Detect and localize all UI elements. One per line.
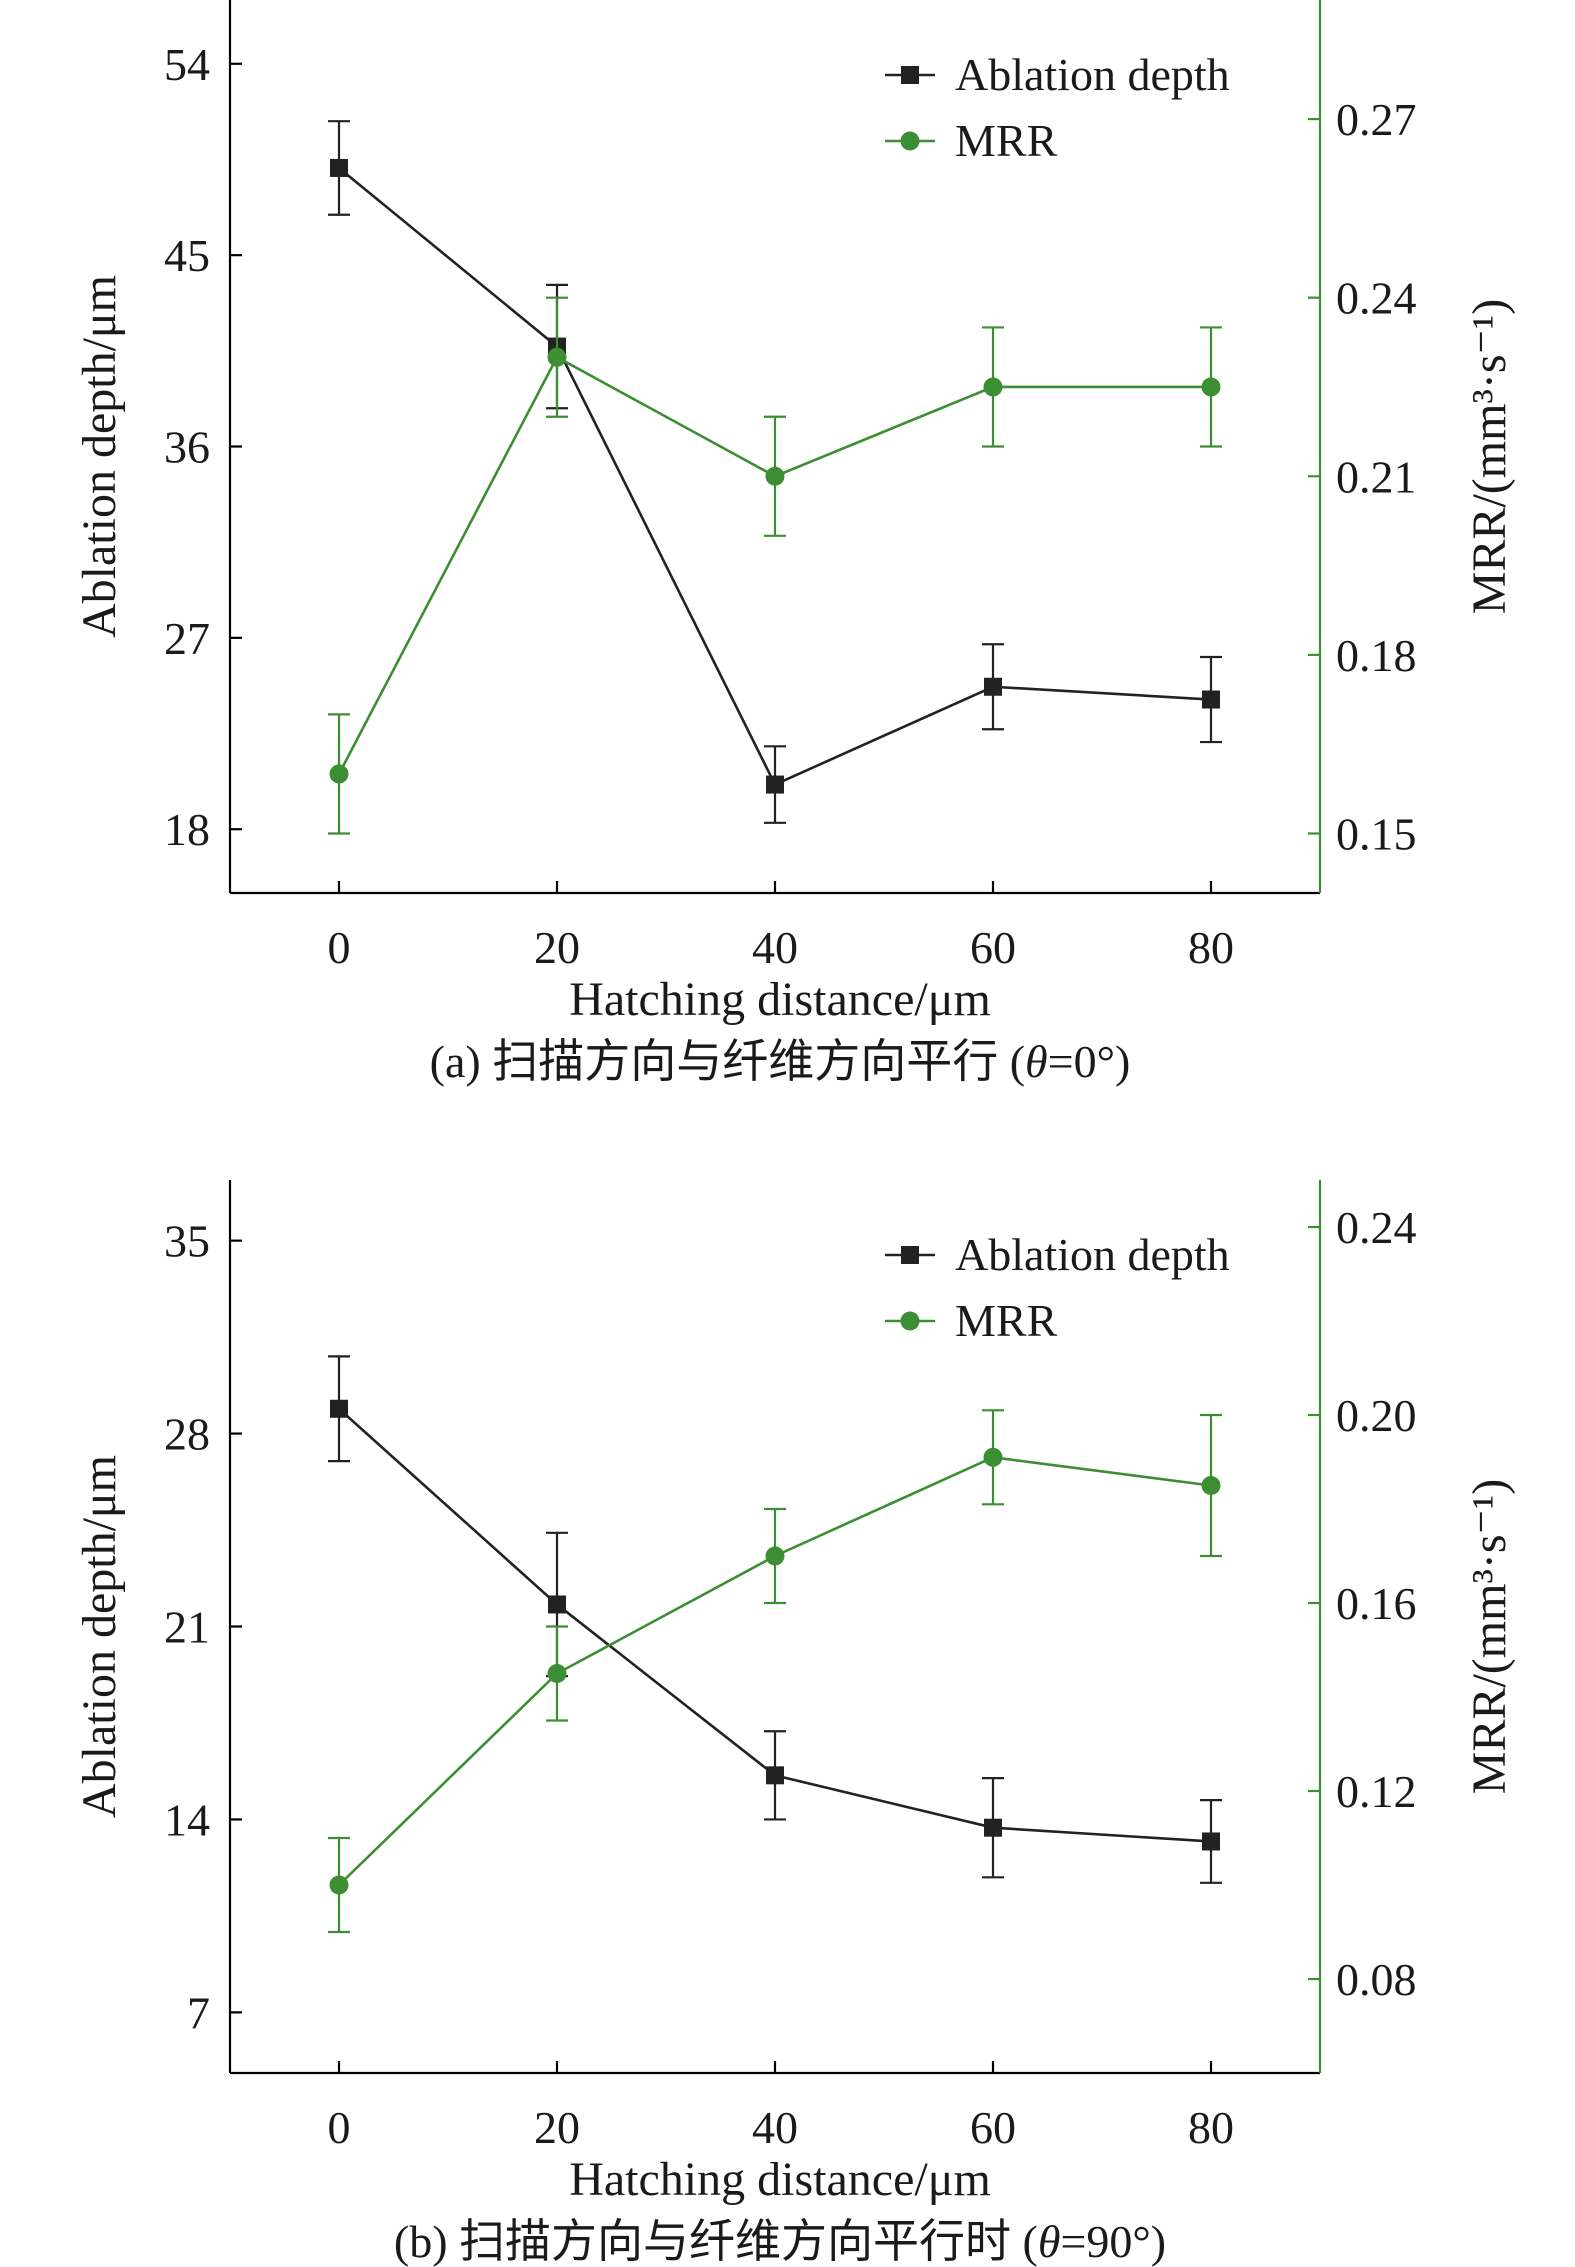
- legend-mrr-marker: [900, 131, 920, 151]
- caption-suffix: =0°): [1048, 1036, 1131, 1087]
- left-y-axis-title: Ablation depth/μm: [73, 1455, 126, 1818]
- left-y-tick-label: 45: [164, 230, 210, 281]
- right-y-tick-label: 0.27: [1336, 94, 1417, 145]
- left-y-tick-label: 7: [187, 1987, 210, 2038]
- ablation-depth-point: [330, 158, 348, 177]
- legend-mrr-label: MRR: [955, 115, 1058, 166]
- ablation-depth-point: [766, 1766, 784, 1785]
- ablation-depth-point: [330, 1399, 348, 1418]
- caption-prefix: (a) 扫描方向与纤维方向平行 (: [430, 1036, 1025, 1087]
- left-y-tick-label: 54: [164, 39, 210, 90]
- chart-panel-a: 0 20 40 60 80 Hatching distance/μm 18 27 36 45 54 0…: [73, 0, 1516, 1087]
- figure-caption: (b) 扫描方向与纤维方向平行时 (θ=90°): [394, 2216, 1166, 2267]
- ablation-depth-point: [1202, 690, 1220, 709]
- mrr-point: [765, 466, 785, 486]
- x-axis-title: Hatching distance/μm: [569, 973, 991, 1026]
- x-tick-label: 0: [328, 922, 351, 973]
- right-y-tick-label: 0.24: [1336, 1202, 1417, 1253]
- mrr-point: [983, 377, 1003, 397]
- caption-theta-symbol: θ: [1025, 1036, 1048, 1087]
- right-y-tick-label: 0.20: [1336, 1390, 1417, 1441]
- ablation-depth-point: [984, 1818, 1002, 1837]
- ablation-depth-point: [984, 677, 1002, 696]
- legend-ablation-depth-label: Ablation depth: [955, 1229, 1230, 1280]
- x-tick-label: 40: [752, 2102, 798, 2153]
- left-y-tick-label: 35: [164, 1216, 210, 1267]
- mrr-point: [547, 1664, 567, 1683]
- left-y-tick-label: 21: [164, 1602, 210, 1653]
- left-y-axis-title: Ablation depth/μm: [73, 275, 126, 638]
- caption-suffix: =90°): [1060, 2216, 1166, 2267]
- x-tick-label: 60: [970, 2102, 1016, 2153]
- right-y-axis-title: MRR/(mm³·s⁻¹): [1463, 299, 1516, 614]
- figure-caption: (a) 扫描方向与纤维方向平行 (θ=0°): [430, 1036, 1131, 1087]
- x-tick-label: 80: [1188, 2102, 1234, 2153]
- legend: Ablation depth MRR: [885, 49, 1230, 166]
- x-tick-label: 80: [1188, 922, 1234, 973]
- x-tick-label: 40: [752, 922, 798, 973]
- left-y-tick-label: 14: [164, 1794, 210, 1845]
- x-tick-label: 20: [534, 922, 580, 973]
- legend-mrr-label: MRR: [955, 1295, 1058, 1346]
- mrr-point: [983, 1447, 1003, 1467]
- x-tick-label: 0: [328, 2102, 351, 2153]
- right-y-tick-label: 0.24: [1336, 273, 1417, 324]
- left-y-tick-label: 27: [164, 613, 210, 664]
- x-axis-title: Hatching distance/μm: [569, 2153, 991, 2206]
- caption-prefix: (b) 扫描方向与纤维方向平行时 (: [394, 2216, 1038, 2267]
- mrr-point: [329, 764, 349, 784]
- x-tick-label: 20: [534, 2102, 580, 2153]
- legend-ablation-depth-marker: [901, 1246, 919, 1264]
- chart-panel-b: 0 20 40 60 80 Hatching distance/μm 7 14 21 28 35 0.…: [73, 1180, 1516, 2267]
- right-y-axis-title: MRR/(mm³·s⁻¹): [1463, 1479, 1516, 1794]
- right-y-tick-label: 0.12: [1336, 1766, 1417, 1817]
- legend-ablation-depth-label: Ablation depth: [955, 49, 1230, 100]
- left-y-tick-label: 36: [164, 422, 210, 473]
- mrr-point: [765, 1546, 785, 1566]
- ablation-depth-point: [1202, 1832, 1220, 1851]
- mrr-point: [547, 347, 567, 367]
- right-y-tick-label: 0.16: [1336, 1578, 1417, 1629]
- left-y-tick-label: 18: [164, 804, 210, 855]
- legend-ablation-depth-marker: [901, 66, 919, 84]
- mrr-point: [1201, 1476, 1221, 1495]
- right-y-tick-label: 0.18: [1336, 630, 1417, 681]
- ablation-depth-point: [766, 775, 784, 794]
- legend-mrr-marker: [900, 1311, 920, 1331]
- right-y-tick-label: 0.21: [1336, 451, 1417, 502]
- mrr-point: [1201, 377, 1221, 397]
- right-y-tick-label: 0.08: [1336, 1954, 1417, 2005]
- caption-theta-symbol: θ: [1038, 2216, 1061, 2267]
- x-tick-label: 60: [970, 922, 1016, 973]
- left-y-tick-label: 28: [164, 1409, 210, 1460]
- right-y-tick-label: 0.15: [1336, 808, 1417, 859]
- mrr-point: [329, 1875, 349, 1895]
- legend: Ablation depth MRR: [885, 1229, 1230, 1346]
- ablation-depth-point: [548, 1595, 566, 1614]
